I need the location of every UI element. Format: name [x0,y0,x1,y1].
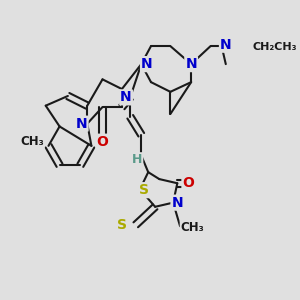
Text: N: N [141,57,153,71]
Text: N: N [120,90,132,104]
Text: S: S [117,218,127,232]
Text: CH₃: CH₃ [181,221,204,234]
Text: N: N [76,117,88,131]
Text: N: N [185,57,197,71]
Text: N: N [172,196,183,210]
Text: O: O [97,135,108,149]
Text: CH₂CH₃: CH₂CH₃ [252,43,297,52]
Text: H: H [132,153,142,166]
Text: O: O [182,176,194,190]
Text: CH₃: CH₃ [20,135,44,148]
Text: N: N [220,38,232,52]
Text: S: S [139,183,149,197]
